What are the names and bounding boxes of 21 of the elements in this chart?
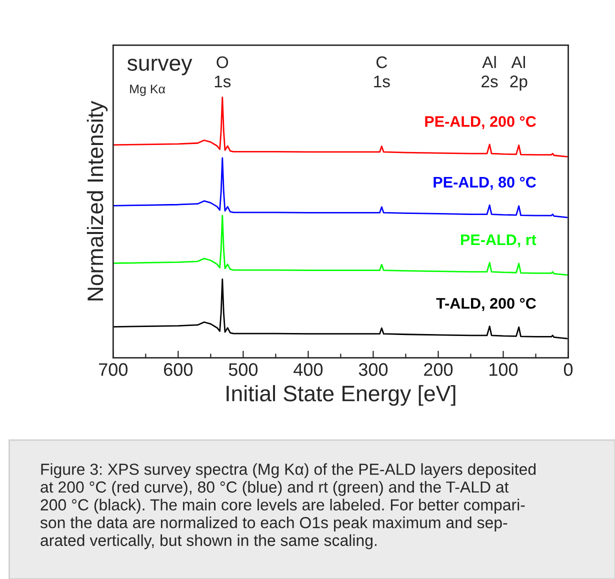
- series-label: PE-ALD, 80 °C: [434, 176, 536, 190]
- x-axis-title: Initial State Energy [eV]: [226, 385, 456, 406]
- caption: Figure 3: XPS survey spectra (Mg Kα) of the PE-ALD layers deposited at 200 °C (red curve), 80 °C (blue) and rt (green) and the T-ALD at 200 °C (black). The main core levels are labeled. For better compari- son the data are normalized to each O1s peak maximum and sep- arated vertically, but shown in the same scaling.: [40, 463, 536, 550]
- series-label: PE-ALD, rt: [461, 234, 536, 248]
- y-axis-title: Normalized Intensity: [86, 100, 108, 300]
- x-tick-label: 400: [294, 363, 323, 376]
- series-label: T-ALD, 200 °C: [436, 298, 536, 311]
- x-tick-label: 0: [564, 363, 573, 376]
- x-tick-label: 100: [490, 363, 518, 376]
- series-label: PE-ALD, 200 °C: [425, 116, 536, 130]
- x-tick-label: 600: [164, 363, 193, 376]
- text: Al 2s: [482, 56, 498, 88]
- x-tick-label: 700: [99, 363, 128, 376]
- text: survey: [127, 58, 192, 76]
- text: Mg Kα: [130, 84, 166, 96]
- x-tick-label: 300: [358, 363, 388, 376]
- text: O 1s: [214, 56, 231, 88]
- x-tick-label: 500: [228, 363, 258, 376]
- text: Al 2p: [510, 56, 528, 91]
- text: C 1s: [374, 56, 390, 88]
- x-tick-label: 200: [424, 363, 453, 376]
